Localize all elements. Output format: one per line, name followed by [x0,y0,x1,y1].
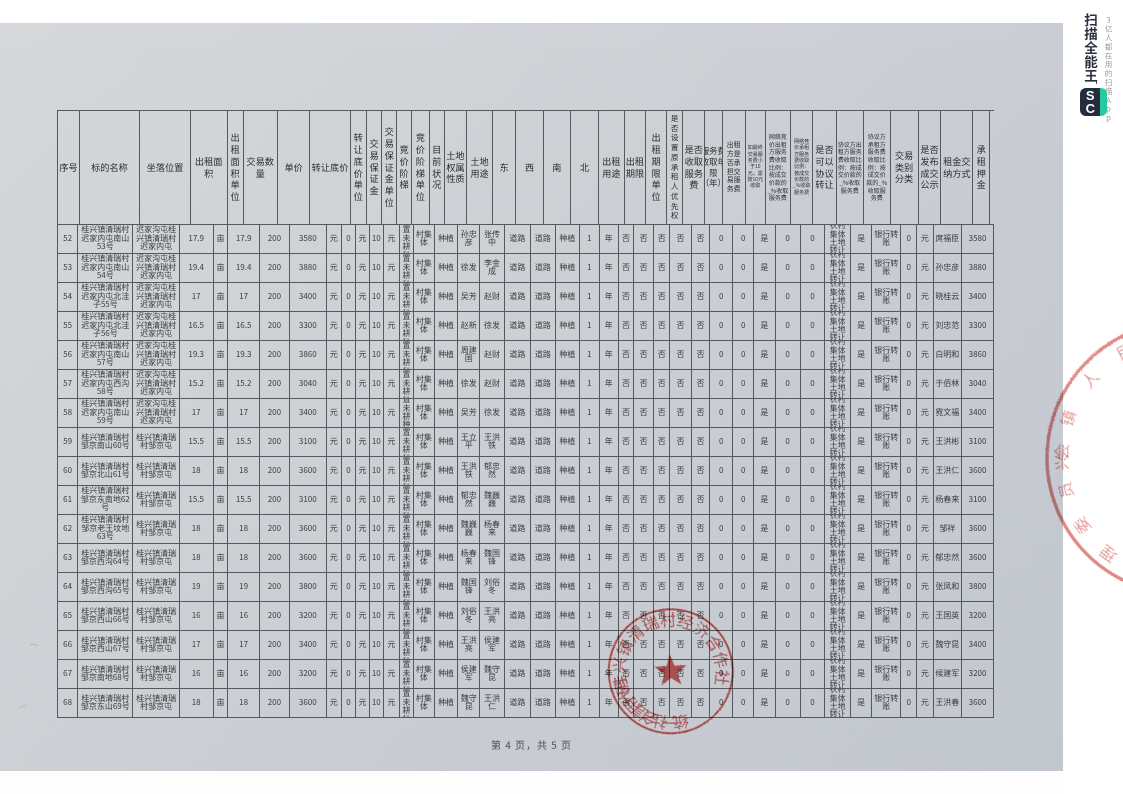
svg-text:作: 作 [709,650,730,670]
svg-text:村: 村 [660,611,677,630]
svg-text:理: 理 [1098,541,1121,564]
svg-text:民: 民 [1114,341,1123,364]
svg-text:社: 社 [711,668,731,686]
svg-text:会: 会 [1053,443,1072,460]
svg-text:人: 人 [1079,368,1103,392]
svg-text:镇: 镇 [1058,408,1080,429]
svg-text:员: 员 [1056,480,1078,500]
svg-text:委: 委 [1071,513,1095,536]
